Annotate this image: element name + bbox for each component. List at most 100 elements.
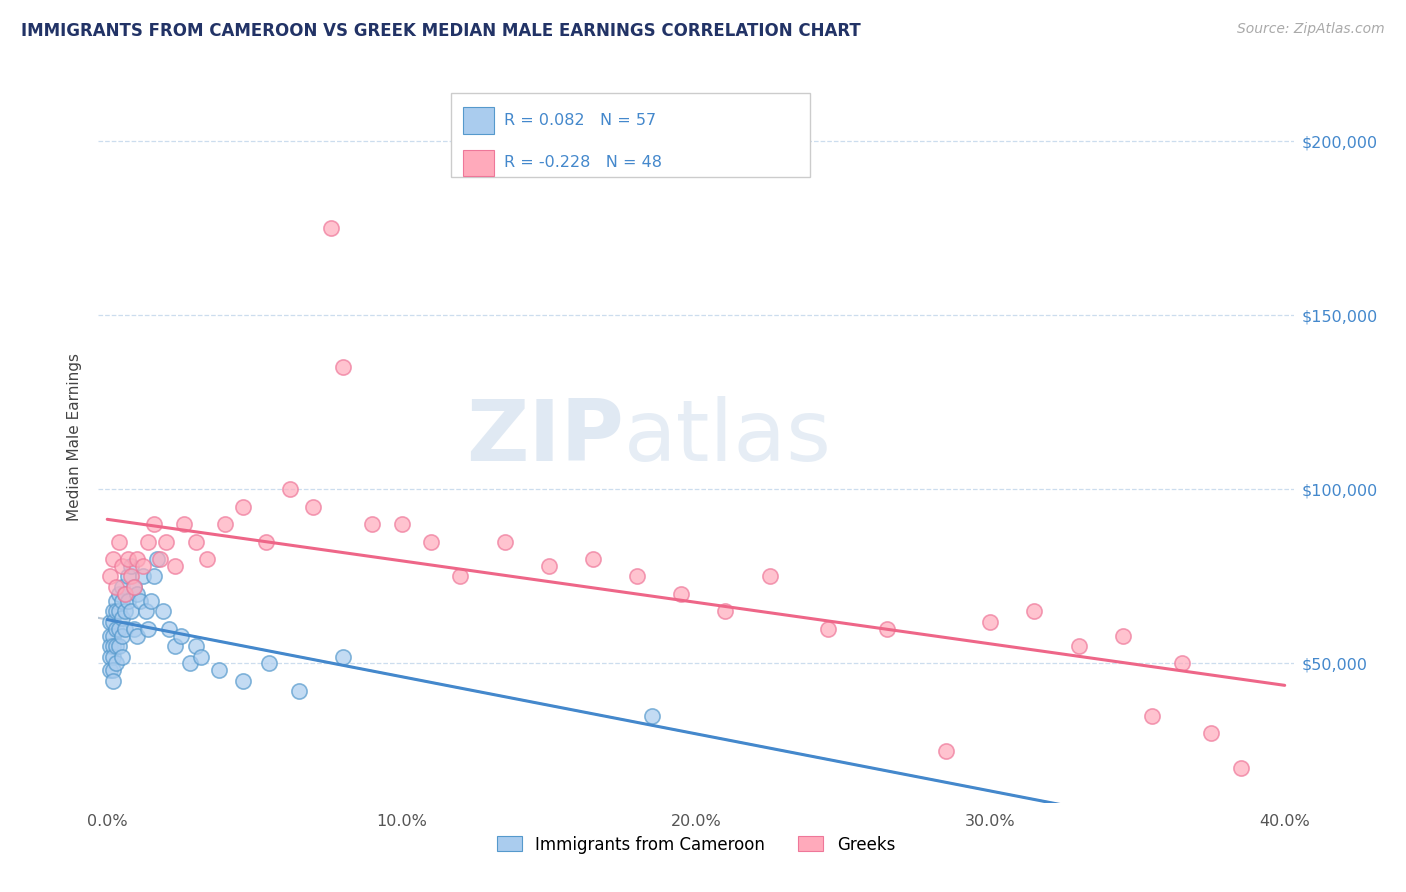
Point <box>537 558 560 573</box>
Point <box>111 558 134 573</box>
Point <box>98 649 121 664</box>
Point <box>134 604 156 618</box>
Point <box>101 649 124 664</box>
Point <box>108 622 131 636</box>
Text: R = 0.082   N = 57: R = 0.082 N = 57 <box>503 113 655 128</box>
Point <box>125 587 148 601</box>
Point <box>1024 604 1046 618</box>
Point <box>120 604 142 618</box>
Point <box>111 580 134 594</box>
FancyBboxPatch shape <box>463 150 494 176</box>
Point <box>108 604 131 618</box>
Point <box>1170 657 1192 671</box>
Point <box>117 594 139 608</box>
Point <box>131 558 153 573</box>
Point <box>101 629 124 643</box>
Point <box>361 517 384 532</box>
Point <box>714 604 737 618</box>
Point <box>876 622 898 636</box>
Point <box>302 500 325 514</box>
Point <box>149 552 172 566</box>
Point <box>208 664 231 678</box>
Point <box>979 615 1001 629</box>
Point <box>420 534 443 549</box>
Point <box>146 552 169 566</box>
Text: IMMIGRANTS FROM CAMEROON VS GREEK MEDIAN MALE EARNINGS CORRELATION CHART: IMMIGRANTS FROM CAMEROON VS GREEK MEDIAN… <box>21 22 860 40</box>
Y-axis label: Median Male Earnings: Median Male Earnings <box>67 353 83 521</box>
Point <box>101 615 124 629</box>
Point <box>1199 726 1222 740</box>
Point <box>120 569 142 583</box>
Point <box>319 221 342 235</box>
Point <box>111 594 134 608</box>
Point <box>450 569 472 583</box>
Point <box>332 360 354 375</box>
Point <box>157 622 180 636</box>
Point <box>582 552 605 566</box>
Point <box>114 587 136 601</box>
Point <box>232 673 254 688</box>
Point <box>128 594 150 608</box>
FancyBboxPatch shape <box>451 94 810 178</box>
Point <box>287 684 309 698</box>
Point <box>278 483 301 497</box>
Point <box>935 743 957 757</box>
Point <box>122 580 145 594</box>
Point <box>101 664 124 678</box>
Point <box>101 673 124 688</box>
Point <box>111 611 134 625</box>
Point <box>98 629 121 643</box>
Point <box>122 622 145 636</box>
Point <box>671 587 693 601</box>
Point <box>98 615 121 629</box>
Text: R = -0.228   N = 48: R = -0.228 N = 48 <box>503 155 662 170</box>
Point <box>391 517 413 532</box>
Point <box>163 558 186 573</box>
Legend: Immigrants from Cameroon, Greeks: Immigrants from Cameroon, Greeks <box>491 829 901 860</box>
Point <box>108 587 131 601</box>
Point <box>98 569 121 583</box>
Point <box>111 649 134 664</box>
Point <box>105 657 128 671</box>
Point <box>117 552 139 566</box>
Point <box>214 517 236 532</box>
Point <box>105 622 128 636</box>
FancyBboxPatch shape <box>463 107 494 134</box>
Point <box>1067 639 1090 653</box>
Point <box>131 569 153 583</box>
Point <box>114 587 136 601</box>
Point <box>125 552 148 566</box>
Text: ZIP: ZIP <box>467 395 624 479</box>
Point <box>641 708 664 723</box>
Point <box>257 657 280 671</box>
Point <box>332 649 354 664</box>
Point <box>105 604 128 618</box>
Point <box>173 517 195 532</box>
Point <box>108 639 131 653</box>
Point <box>143 517 166 532</box>
Point <box>114 604 136 618</box>
Point <box>105 594 128 608</box>
Point <box>114 622 136 636</box>
Point <box>184 639 207 653</box>
Point <box>179 657 201 671</box>
Point <box>1142 708 1164 723</box>
Point <box>184 534 207 549</box>
Point <box>1229 761 1251 775</box>
Text: Source: ZipAtlas.com: Source: ZipAtlas.com <box>1237 22 1385 37</box>
Point <box>105 639 128 653</box>
Point <box>152 604 174 618</box>
Point <box>626 569 648 583</box>
Point <box>155 534 177 549</box>
Text: atlas: atlas <box>624 395 832 479</box>
Point <box>101 639 124 653</box>
Point <box>232 500 254 514</box>
Point <box>138 534 160 549</box>
Point <box>143 569 166 583</box>
Point <box>141 594 163 608</box>
Point <box>98 664 121 678</box>
Point <box>758 569 780 583</box>
Point <box>817 622 839 636</box>
Point <box>98 639 121 653</box>
Point <box>101 604 124 618</box>
